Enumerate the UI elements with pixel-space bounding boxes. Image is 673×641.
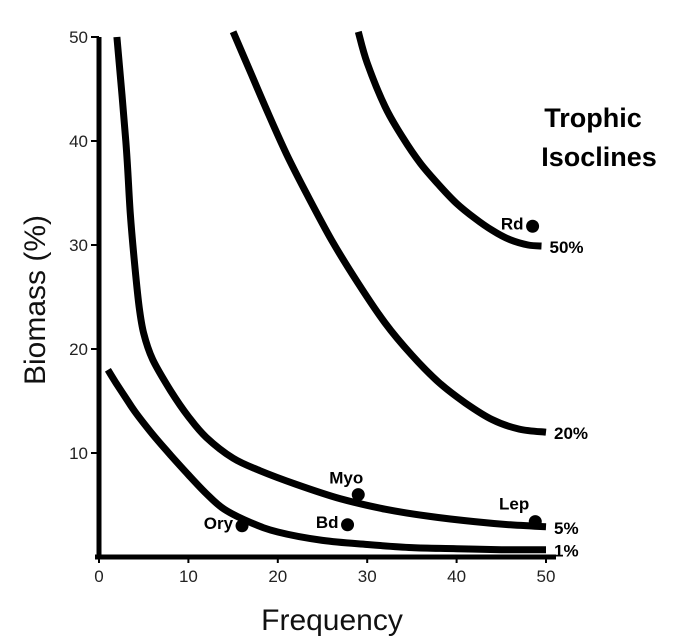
x-tick-label: 40 [447,567,466,586]
chart-labels: Trophic Isoclines Frequency Biomass (%) … [19,103,657,637]
axes: 0 10 20 30 40 50 10 20 30 40 50 [69,28,556,586]
x-tick-label: 30 [358,567,377,586]
isocline-20pct [229,30,547,436]
data-point-label: Rd [501,214,524,233]
data-point-label: Ory [204,514,234,533]
data-point-marker [528,515,542,529]
y-tick-label: 20 [69,340,88,359]
y-axis-title: Biomass (%) [19,215,52,385]
isocline-label: 1% [554,542,579,561]
data-point-marker [235,519,249,533]
data-point-marker [341,518,355,532]
chart-title-line-1: Trophic [544,103,642,133]
data-point-label: Bd [316,513,339,532]
isocline-5pct [113,36,547,531]
isocline-label: 5% [554,519,579,538]
isocline-curves [104,30,547,554]
isocline-label: 50% [550,238,584,257]
data-point-label: Myo [329,469,363,488]
isocline-label: 20% [554,424,588,443]
x-tick-label: 20 [268,567,287,586]
data-point-marker [526,219,540,233]
y-tick-label: 10 [69,444,88,463]
isocline-1pct [104,367,547,554]
chart-title-line-2: Isoclines [541,142,657,172]
y-tick-label: 40 [69,132,88,151]
x-axis-title: Frequency [261,604,403,637]
x-tick-label: 10 [179,567,198,586]
y-tick-label: 50 [69,28,88,47]
data-point-marker [351,488,365,502]
data-points: Rd Myo Lep Ory Bd [204,214,542,533]
x-tick-label: 0 [94,567,103,586]
y-tick-label: 30 [69,236,88,255]
x-tick-label: 50 [537,567,556,586]
isocline-50pct [354,30,542,250]
data-point-label: Lep [499,495,529,514]
